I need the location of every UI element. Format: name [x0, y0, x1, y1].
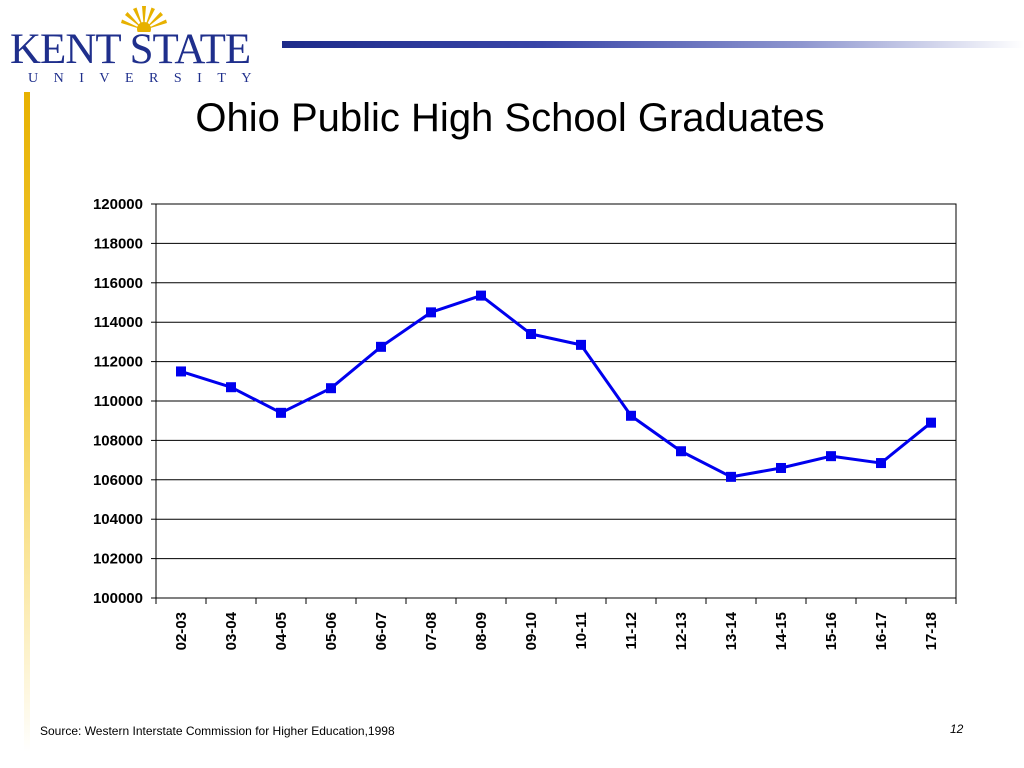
data-point [426, 307, 436, 318]
x-tick-label: 10-11 [573, 612, 590, 650]
axes [151, 203, 957, 604]
data-point [176, 366, 186, 377]
source-note: Source: Western Interstate Commission fo… [40, 724, 395, 738]
x-tick-label: 06-07 [373, 612, 390, 650]
line-chart: 120000 118000 116000 114000 112000 110000 1080… [93, 196, 957, 650]
slide-title-wrap: Ohio Public High School Graduates [0, 96, 1024, 140]
y-axis-ticks: 120000 118000 116000 114000 112000 110000 1080… [93, 196, 143, 607]
x-tick-label: 02-03 [173, 612, 190, 650]
y-tick-label: 112000 [94, 354, 143, 371]
y-tick-label: 102000 [93, 551, 143, 568]
data-point [226, 382, 236, 393]
data-point [576, 339, 586, 350]
x-tick-label: 07-08 [423, 612, 440, 650]
y-tick-label: 106000 [93, 472, 143, 489]
y-tick-label: 108000 [93, 432, 143, 449]
series [176, 290, 936, 482]
data-point [826, 451, 836, 462]
series-line [180, 294, 932, 479]
x-tick-label: 14-15 [773, 612, 790, 650]
logo-subtext: UNIVERSITY [28, 71, 267, 86]
x-tick-label: 05-06 [323, 612, 340, 650]
x-tick-label: 13-14 [723, 611, 740, 650]
data-point [476, 290, 486, 301]
data-point [626, 410, 636, 421]
y-tick-label: 120000 [93, 196, 143, 213]
x-tick-label: 08-09 [473, 612, 490, 650]
data-point [676, 446, 686, 457]
data-point [876, 458, 886, 469]
x-axis-ticks: 02-03 03-04 04-05 05-06 06-07 07-08 08-09 09-10… [173, 611, 940, 650]
y-tick-label: 116000 [94, 275, 143, 292]
x-tick-label: 04-05 [273, 612, 290, 650]
gridlines [156, 203, 956, 599]
y-tick-label: 114000 [94, 314, 143, 331]
left-accent-bar [24, 92, 30, 752]
data-point [726, 471, 736, 482]
sunburst-icon [121, 6, 167, 32]
x-tick-label: 17-18 [923, 612, 940, 650]
x-tick-label: 15-16 [823, 612, 840, 650]
data-point [926, 417, 936, 428]
x-tick-label: 09-10 [523, 612, 540, 650]
data-point [526, 329, 536, 340]
x-tick-label: 11-12 [623, 612, 640, 650]
x-tick-label: 12-13 [673, 612, 690, 650]
y-tick-label: 100000 [93, 590, 143, 607]
y-tick-label: 104000 [93, 511, 143, 528]
university-logo: KENT STATE UNIVERSITY [6, 2, 278, 90]
header-accent-bar [282, 41, 1024, 48]
y-tick-label: 110000 [94, 393, 143, 410]
x-tick-label: 16-17 [873, 612, 890, 650]
page-number: 12 [950, 722, 964, 736]
data-point [776, 462, 786, 473]
data-point [376, 341, 386, 352]
y-tick-label: 118000 [94, 235, 143, 252]
slide-title: Ohio Public High School Graduates [195, 96, 825, 140]
data-point [326, 383, 336, 394]
logo-wordmark: KENT STATE [10, 26, 251, 73]
x-tick-label: 03-04 [223, 611, 240, 650]
data-point [276, 407, 286, 418]
